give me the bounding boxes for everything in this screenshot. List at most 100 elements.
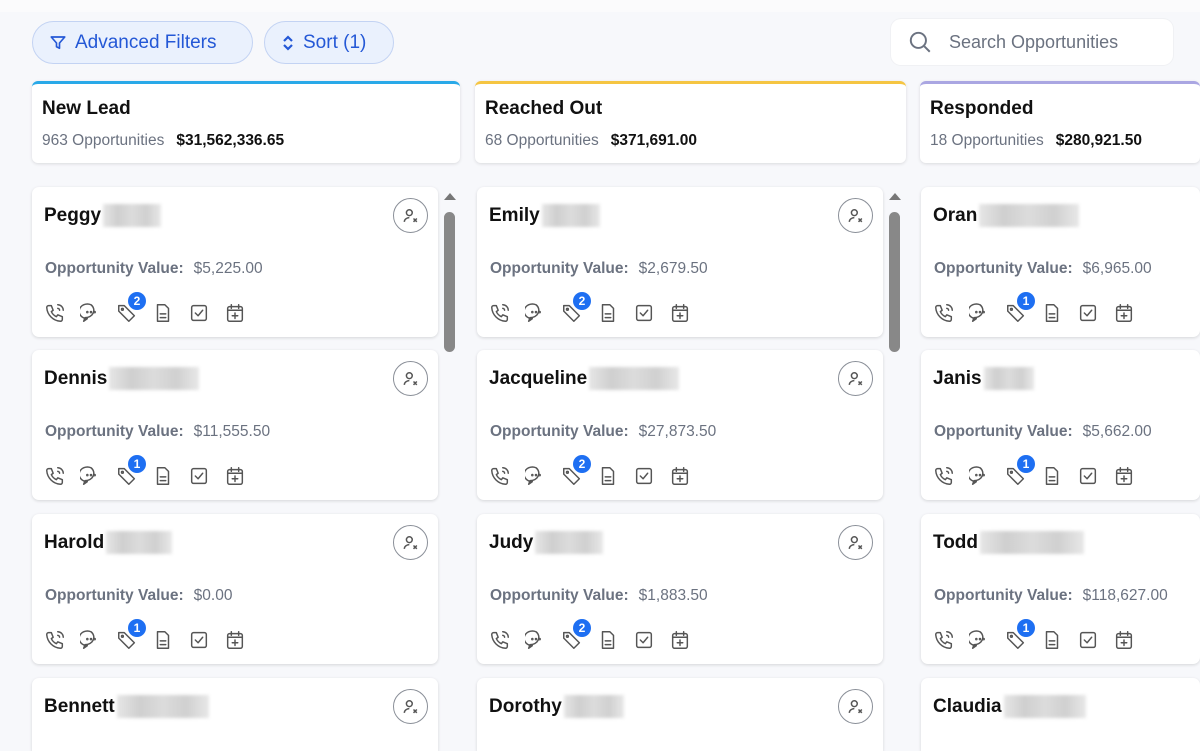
opportunity-value-amount: $6,965.00 [1082, 260, 1152, 277]
calendar-button[interactable] [224, 465, 246, 487]
column-scrollbar[interactable] [444, 212, 455, 352]
calendar-button[interactable] [1113, 302, 1135, 324]
message-button[interactable] [967, 465, 991, 487]
contact-name[interactable]: Bennett [44, 695, 209, 718]
redacted-surname [1003, 695, 1086, 718]
contact-name[interactable]: Janis [933, 367, 1034, 390]
contact-name[interactable]: Jacqueline [489, 367, 680, 390]
phone-button[interactable] [933, 465, 955, 487]
task-button[interactable] [1077, 465, 1099, 487]
opportunity-card[interactable]: Harold Opportunity Value: $0.00 1 [32, 514, 438, 664]
contact-name[interactable]: Peggy [44, 204, 162, 227]
unassign-user-button[interactable] [838, 689, 873, 724]
tag-button[interactable]: 1 [116, 455, 146, 487]
unassign-user-button[interactable] [393, 361, 428, 396]
search-box[interactable] [891, 19, 1173, 65]
calendar-button[interactable] [224, 302, 246, 324]
unassign-user-button[interactable] [393, 689, 428, 724]
task-button[interactable] [188, 302, 210, 324]
note-button[interactable] [597, 465, 619, 487]
sort-button[interactable]: Sort (1) [264, 21, 394, 64]
phone-button[interactable] [44, 302, 66, 324]
calendar-button[interactable] [669, 465, 691, 487]
unassign-user-button[interactable] [393, 525, 428, 560]
tag-button[interactable]: 1 [1005, 619, 1035, 651]
contact-name[interactable]: Harold [44, 531, 173, 554]
task-button[interactable] [633, 465, 655, 487]
phone-button[interactable] [933, 302, 955, 324]
phone-button[interactable] [489, 302, 511, 324]
tag-button[interactable]: 2 [561, 619, 591, 651]
card-actions: 2 [489, 619, 691, 651]
task-button[interactable] [1077, 629, 1099, 651]
note-button[interactable] [152, 465, 174, 487]
message-button[interactable] [967, 629, 991, 651]
contact-name[interactable]: Claudia [933, 695, 1086, 718]
message-button[interactable] [78, 302, 102, 324]
contact-name[interactable]: Todd [933, 531, 1085, 554]
unassign-user-button[interactable] [838, 361, 873, 396]
task-button[interactable] [633, 302, 655, 324]
message-button[interactable] [523, 302, 547, 324]
column-scrollbar[interactable] [889, 212, 900, 352]
tag-button[interactable]: 2 [561, 292, 591, 324]
phone-button[interactable] [44, 629, 66, 651]
scroll-up-arrow[interactable] [888, 193, 901, 200]
calendar-button[interactable] [669, 629, 691, 651]
unassign-user-button[interactable] [838, 525, 873, 560]
contact-name[interactable]: Judy [489, 531, 604, 554]
opportunity-card[interactable]: Dorothy [477, 678, 883, 751]
task-button[interactable] [188, 465, 210, 487]
phone-button[interactable] [933, 629, 955, 651]
scroll-up-arrow[interactable] [443, 193, 456, 200]
note-button[interactable] [597, 302, 619, 324]
calendar-button[interactable] [1113, 629, 1135, 651]
opportunity-value-label: Opportunity Value: [45, 260, 184, 277]
advanced-filters-button[interactable]: Advanced Filters [32, 21, 253, 64]
task-button[interactable] [633, 629, 655, 651]
contact-name[interactable]: Dennis [44, 367, 200, 390]
task-button[interactable] [1077, 302, 1099, 324]
message-button[interactable] [967, 302, 991, 324]
message-button[interactable] [78, 629, 102, 651]
opportunity-card[interactable]: Claudia [921, 678, 1200, 751]
message-button[interactable] [523, 629, 547, 651]
opportunity-card[interactable]: Oran Opportunity Value: $6,965.00 1 [921, 187, 1200, 337]
opportunity-card[interactable]: Bennett [32, 678, 438, 751]
message-button[interactable] [78, 465, 102, 487]
opportunity-card[interactable]: Janis Opportunity Value: $5,662.00 1 [921, 350, 1200, 500]
note-button[interactable] [597, 629, 619, 651]
tag-button[interactable]: 1 [116, 619, 146, 651]
note-button[interactable] [1041, 302, 1063, 324]
contact-name[interactable]: Dorothy [489, 695, 624, 718]
unassign-user-button[interactable] [393, 198, 428, 233]
phone-button[interactable] [489, 629, 511, 651]
contact-name[interactable]: Oran [933, 204, 1080, 227]
tag-button[interactable]: 2 [116, 292, 146, 324]
tag-button[interactable]: 1 [1005, 455, 1035, 487]
note-button[interactable] [152, 302, 174, 324]
note-button[interactable] [1041, 465, 1063, 487]
opportunity-card[interactable]: Todd Opportunity Value: $118,627.00 1 [921, 514, 1200, 664]
calendar-button[interactable] [669, 302, 691, 324]
opportunity-card[interactable]: Emily Opportunity Value: $2,679.50 2 [477, 187, 883, 337]
message-button[interactable] [523, 465, 547, 487]
opportunity-card[interactable]: Judy Opportunity Value: $1,883.50 2 [477, 514, 883, 664]
tag-button[interactable]: 2 [561, 455, 591, 487]
note-button[interactable] [152, 629, 174, 651]
calendar-button[interactable] [1113, 465, 1135, 487]
opportunity-value: Opportunity Value: $0.00 [45, 587, 232, 605]
contact-name[interactable]: Emily [489, 204, 600, 227]
calendar-button[interactable] [224, 629, 246, 651]
opportunity-card[interactable]: Peggy Opportunity Value: $5,225.00 2 [32, 187, 438, 337]
opportunity-card[interactable]: Dennis Opportunity Value: $11,555.50 1 [32, 350, 438, 500]
phone-button[interactable] [489, 465, 511, 487]
note-button[interactable] [1041, 629, 1063, 651]
opportunity-card[interactable]: Jacqueline Opportunity Value: $27,873.50 2 [477, 350, 883, 500]
unassign-user-button[interactable] [838, 198, 873, 233]
phone-icon [491, 631, 509, 649]
phone-button[interactable] [44, 465, 66, 487]
tag-button[interactable]: 1 [1005, 292, 1035, 324]
task-button[interactable] [188, 629, 210, 651]
search-input[interactable] [949, 31, 1169, 53]
